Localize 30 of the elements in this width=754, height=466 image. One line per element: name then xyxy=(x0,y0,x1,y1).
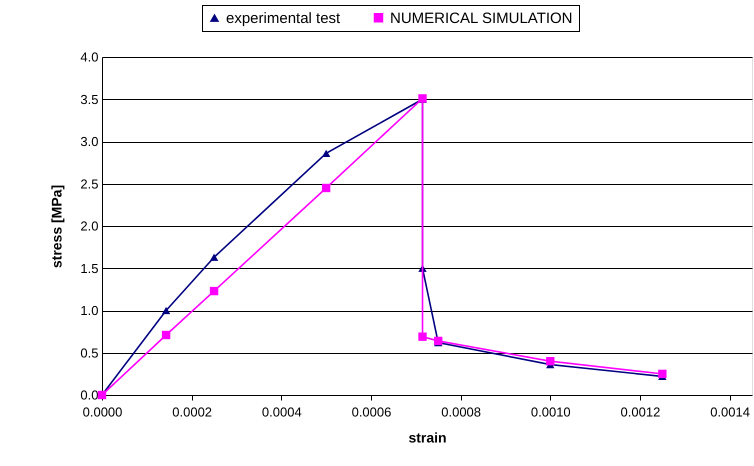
y-axis-title: stress [MPa] xyxy=(48,184,64,268)
point xyxy=(210,286,218,296)
legend-label: NUMERICAL SIMULATION xyxy=(390,10,573,27)
point xyxy=(658,370,667,378)
x-tick-label: 0.0012 xyxy=(620,404,660,420)
y-tick-label: 4.0 xyxy=(80,50,98,64)
point xyxy=(322,150,330,157)
point xyxy=(210,254,218,261)
x-tick-label: 0.0002 xyxy=(172,404,212,420)
y-tick-label: 2.0 xyxy=(80,218,98,234)
x-tick-label: 0.0006 xyxy=(352,404,392,420)
y-tick-label: 1.5 xyxy=(80,260,98,276)
x-tick-label: 0.0010 xyxy=(530,404,571,420)
y-tick-label: 0.0 xyxy=(80,388,98,402)
y-tick-label: 1.0 xyxy=(80,303,98,318)
x-tick-label: 0.0008 xyxy=(441,404,482,420)
x-tick-label: 0.0004 xyxy=(262,404,302,420)
point xyxy=(162,330,170,340)
x-tick-label: 0.0000 xyxy=(82,404,122,420)
y-tick-label: 3.0 xyxy=(80,134,98,149)
point xyxy=(162,306,170,314)
point xyxy=(418,332,427,341)
point xyxy=(322,184,330,192)
x-tick-label: 0.0014 xyxy=(710,404,750,420)
y-tick-label: 3.5 xyxy=(80,92,98,107)
x-axis-title: strain xyxy=(408,430,447,446)
point xyxy=(546,357,554,366)
y-tick-label: 2.5 xyxy=(80,176,98,192)
legend-label: experimental test xyxy=(226,10,342,27)
y-tick-label: 0.5 xyxy=(80,345,98,360)
